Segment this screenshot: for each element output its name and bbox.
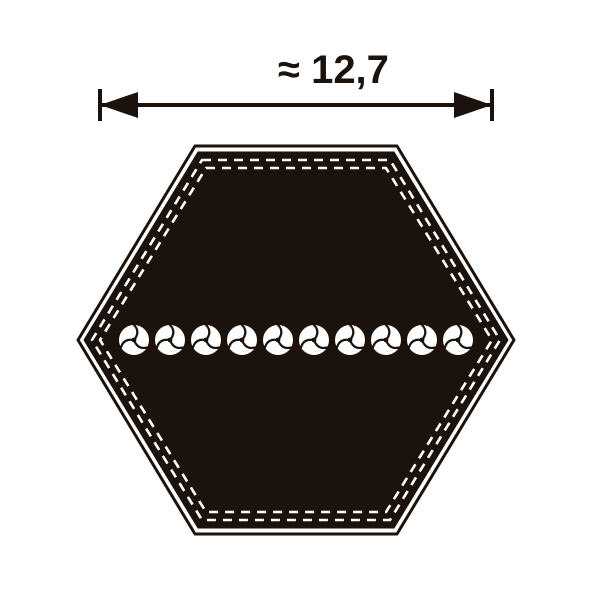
dimension-line <box>100 89 492 121</box>
cord-icon <box>443 325 473 355</box>
cord-icon <box>407 325 437 355</box>
cord-icon <box>335 325 365 355</box>
cord-icon <box>263 325 293 355</box>
cord-icon <box>155 325 185 355</box>
diagram-stage: ≈ 12,7 <box>0 0 600 600</box>
cord-icon <box>227 325 257 355</box>
cord-icon <box>299 325 329 355</box>
cord-icon <box>191 325 221 355</box>
cord-icon <box>371 325 401 355</box>
cord-icon <box>119 325 149 355</box>
width-dimension-label: ≈ 12,7 <box>278 48 389 93</box>
